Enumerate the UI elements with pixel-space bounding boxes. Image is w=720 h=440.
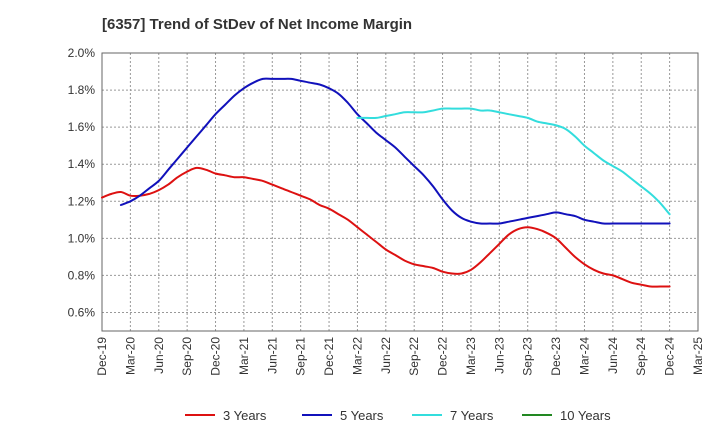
x-axis-tick-labels: Dec-19 Mar-20 Jun-20 Sep-20 Dec-20 Mar-21 Jun-… — [95, 337, 705, 376]
x-tick-label: Dec-19 — [95, 337, 109, 376]
y-axis-tick-labels: 0.6% 0.8% 1.0% 1.2% 1.4% 1.6% 1.8% 2.0% — [68, 46, 96, 319]
x-tick-label: Mar-25 — [691, 337, 705, 375]
x-tick-label: Mar-23 — [464, 337, 478, 375]
y-tick-label: 0.6% — [68, 305, 96, 319]
x-tick-label: Jun-24 — [606, 337, 620, 374]
x-tick-label: Sep-23 — [521, 337, 535, 376]
x-tick-label: Dec-22 — [436, 337, 450, 376]
legend-label-3-years: 3 Years — [223, 408, 267, 423]
x-tick-label: Dec-21 — [322, 337, 336, 376]
x-tick-label: Mar-22 — [350, 337, 364, 375]
x-tick-label: Sep-24 — [634, 337, 648, 376]
x-tick-label: Jun-23 — [492, 337, 506, 374]
x-tick-label: Sep-20 — [180, 337, 194, 376]
x-tick-label: Sep-21 — [294, 337, 308, 376]
x-tick-label: Dec-20 — [209, 337, 223, 376]
legend-label-7-years: 7 Years — [450, 408, 494, 423]
x-tick-label: Mar-20 — [123, 337, 137, 375]
x-tick-label: Jun-22 — [379, 337, 393, 374]
y-tick-label: 1.4% — [68, 157, 96, 171]
legend-label-10-years: 10 Years — [560, 408, 611, 423]
series-line-3-years — [101, 166, 671, 288]
legend-label-5-years: 5 Years — [340, 408, 384, 423]
x-tick-label: Sep-22 — [407, 337, 421, 376]
series-line-7-years — [356, 107, 671, 216]
x-tick-label: Mar-21 — [237, 337, 251, 375]
y-tick-label: 1.2% — [68, 194, 96, 208]
x-tick-label: Jun-20 — [152, 337, 166, 374]
legend: 3 Years 5 Years 7 Years 10 Years — [185, 408, 611, 423]
x-tick-label: Dec-23 — [549, 337, 563, 376]
chart-title: [6357] Trend of StDev of Net Income Marg… — [102, 16, 413, 33]
series-line-5-years — [119, 77, 671, 225]
y-tick-label: 1.0% — [68, 231, 96, 245]
series-lines — [101, 77, 671, 288]
plot-area-frame — [101, 52, 699, 332]
plot-area-background — [102, 53, 698, 331]
x-tick-label: Dec-24 — [663, 337, 677, 376]
x-tick-label: Jun-21 — [265, 337, 279, 374]
y-tick-label: 1.8% — [68, 83, 96, 97]
y-tick-label: 1.6% — [68, 120, 96, 134]
y-tick-label: 0.8% — [68, 268, 96, 282]
y-tick-label: 2.0% — [68, 46, 96, 60]
x-tick-label: Mar-24 — [577, 337, 591, 375]
